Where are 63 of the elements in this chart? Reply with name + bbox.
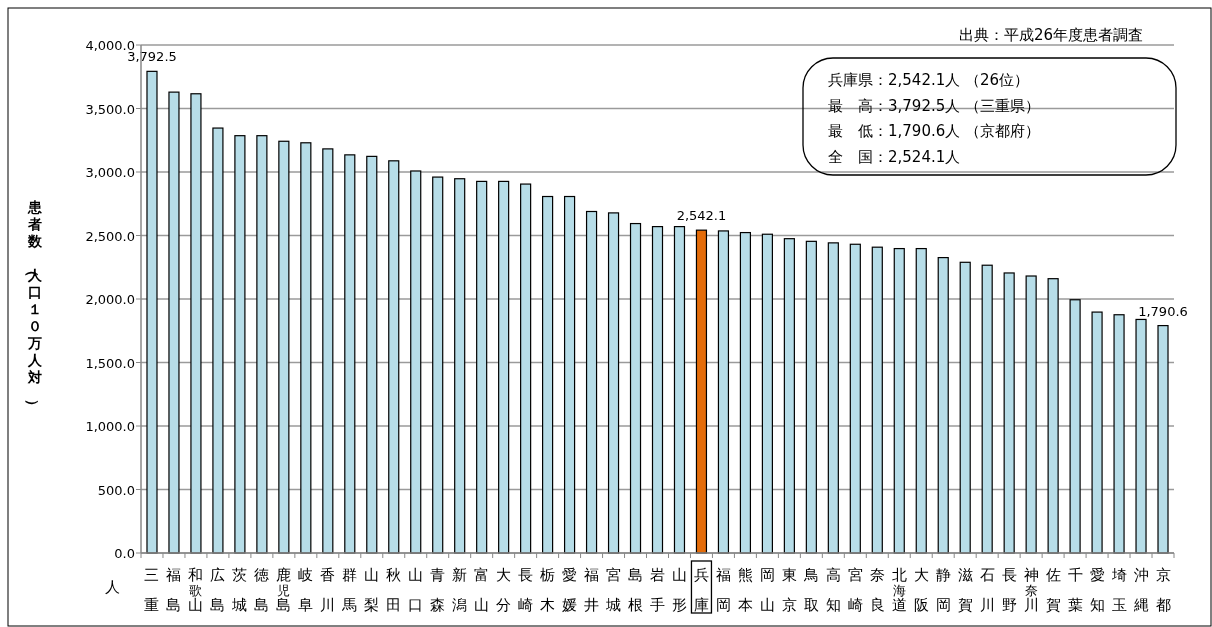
x-tick-label: 長野	[1001, 566, 1017, 614]
y-tick-label: 1,000.0	[85, 419, 135, 434]
x-tick-label: 長崎	[518, 566, 534, 614]
x-tick-label: 石川	[979, 566, 995, 614]
x-tick-label: 宮城	[605, 566, 622, 614]
y-tick-label: 3,500.0	[85, 101, 135, 117]
x-tick-label: 福井	[584, 566, 600, 614]
x-tick-label: 新潟	[452, 566, 468, 614]
x-tick-label: 岡山	[759, 566, 775, 614]
x-tick-label: 山形	[671, 566, 687, 614]
x-tick-label: 岐阜	[298, 566, 314, 614]
x-tick-label: 徳島	[254, 566, 270, 614]
annotation: 最 低：1,790.6人 （京都府）	[828, 122, 1041, 140]
x-tick-label: 静岡	[935, 566, 951, 614]
x-tick-label: 愛知	[1089, 566, 1105, 614]
x-tick-label: 宮崎	[847, 566, 863, 614]
x-tick-label: 高知	[825, 566, 841, 614]
y-tick-label: 3,000.0	[85, 165, 135, 180]
x-tick-label: 群馬	[341, 566, 358, 614]
annotation: 最 高：3,792.5人 （三重県）	[828, 96, 1041, 115]
data-label: 2,542.1	[676, 208, 727, 224]
y-tick-label: 0.0	[114, 546, 135, 561]
y-tick-label: 2,000.0	[85, 292, 135, 307]
x-tick-label: 三重	[144, 566, 160, 614]
y-tick-label: 500.0	[97, 482, 135, 498]
x-tick-label: 茨城	[231, 566, 248, 614]
x-tick-label: 青森	[430, 566, 446, 614]
x-tick-label: 岩手	[650, 566, 665, 614]
x-tick-label: 福島	[166, 566, 182, 614]
annotation: 兵庫県：2,542.1人 （26位）	[828, 71, 1030, 89]
x-tick-label: 鳥取	[802, 566, 819, 614]
x-tick-label: 和歌山	[188, 566, 204, 614]
x-tick-label: 京都	[1155, 566, 1171, 614]
x-tick-label: 沖縄	[1132, 566, 1149, 614]
source-note: 出典：平成26年度患者調査	[958, 26, 1143, 44]
x-tick-label: 神奈川	[1023, 566, 1039, 614]
annotation: 全 国：2,524.1人	[828, 147, 961, 166]
x-tick-label: 東京	[781, 566, 797, 614]
x-tick-label: 香川	[320, 566, 336, 614]
x-tick-label: 広島	[210, 566, 226, 614]
x-tick-label: 佐賀	[1045, 566, 1061, 614]
text: 人	[104, 578, 120, 596]
x-tick-label: 島根	[628, 566, 644, 614]
x-tick-label: 熊本	[737, 566, 753, 614]
x-tick-label: 富山	[474, 566, 490, 614]
x-tick-label: 栃木	[540, 566, 556, 614]
y-tick-label: 1,500.0	[85, 355, 135, 371]
x-tick-label: 愛媛	[562, 566, 578, 614]
data-label: 1,790.6	[1138, 303, 1188, 319]
x-tick-label: 山梨	[364, 566, 380, 614]
x-tick-label: 大阪	[913, 566, 929, 614]
x-tick-label: 滋賀	[957, 566, 973, 614]
x-tick-label: 大分	[496, 566, 512, 614]
x-tick-label: 山口	[408, 566, 424, 614]
x-tick-label: 埼玉	[1110, 566, 1127, 614]
y-tick-label: 2,500.0	[85, 228, 135, 244]
x-tick-label: 福岡	[715, 566, 731, 614]
x-tick-label: 北海道	[891, 566, 907, 614]
x-tick-label: 鹿児島	[276, 566, 292, 614]
x-tick-label: 奈良	[869, 566, 885, 614]
x-tick-label: 秋田	[386, 566, 402, 614]
x-tick-label: 兵庫	[693, 566, 709, 614]
x-tick-label: 千葉	[1067, 566, 1083, 614]
